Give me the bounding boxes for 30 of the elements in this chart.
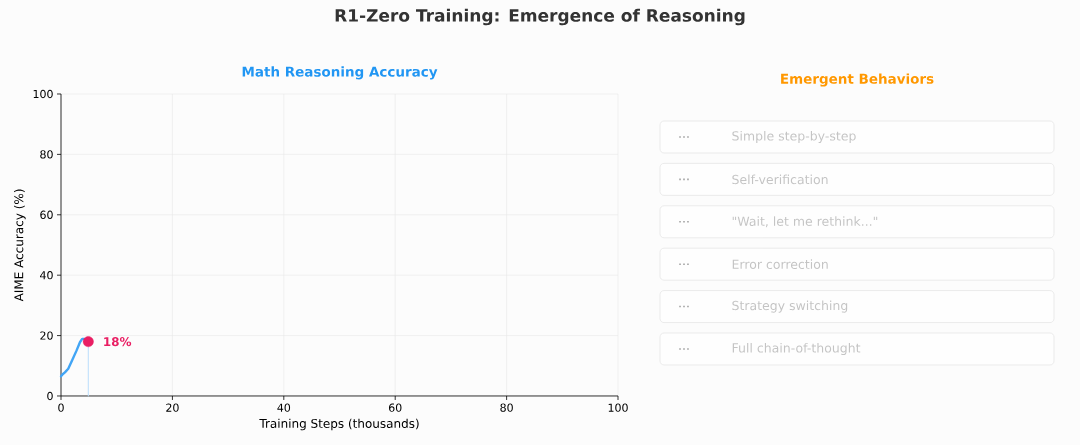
- y-tick-label: 60: [40, 210, 53, 219]
- x-tick-label: 0: [58, 403, 64, 412]
- category-label: "Wait, let me rethink...": [732, 216, 878, 228]
- chart-subtitle: Math Reasoning Accuracy: [242, 66, 438, 80]
- y-tick-label: 80: [40, 150, 53, 159]
- text: Emergent Behaviors: [781, 73, 934, 87]
- y-tick-label: 20: [40, 331, 53, 340]
- x-axis-title: Training Steps (thousands): [259, 418, 419, 431]
- y-tick-label: 40: [40, 271, 53, 280]
- x-tick-label: 60: [388, 403, 402, 412]
- text: ...: [679, 263, 689, 265]
- category-label: Full chain-of-thought: [732, 342, 861, 356]
- data-label: 18%: [104, 337, 132, 347]
- category-label: Error correction: [732, 259, 828, 270]
- category-label: Self-verification: [732, 174, 828, 185]
- x-tick-label: 40: [277, 403, 291, 412]
- y-tick-label: 100: [33, 89, 53, 99]
- category-label: Simple step-by-step: [732, 130, 856, 144]
- text: ...: [679, 305, 689, 308]
- y-axis-title: AIME Accuracy (%): [14, 189, 26, 302]
- x-tick-label: 80: [500, 403, 513, 412]
- text: ...: [679, 178, 689, 181]
- category-label: Strategy switching: [732, 300, 848, 313]
- x-tick-label: 20: [166, 403, 179, 412]
- x-tick-label: 100: [608, 403, 628, 412]
- text: ...: [679, 136, 689, 138]
- text: ...: [679, 348, 689, 350]
- chart-title: R1-Zero Training: Emergence of Reasoning: [335, 8, 745, 26]
- text: ...: [679, 221, 689, 223]
- y-tick-label: 0: [47, 391, 53, 401]
